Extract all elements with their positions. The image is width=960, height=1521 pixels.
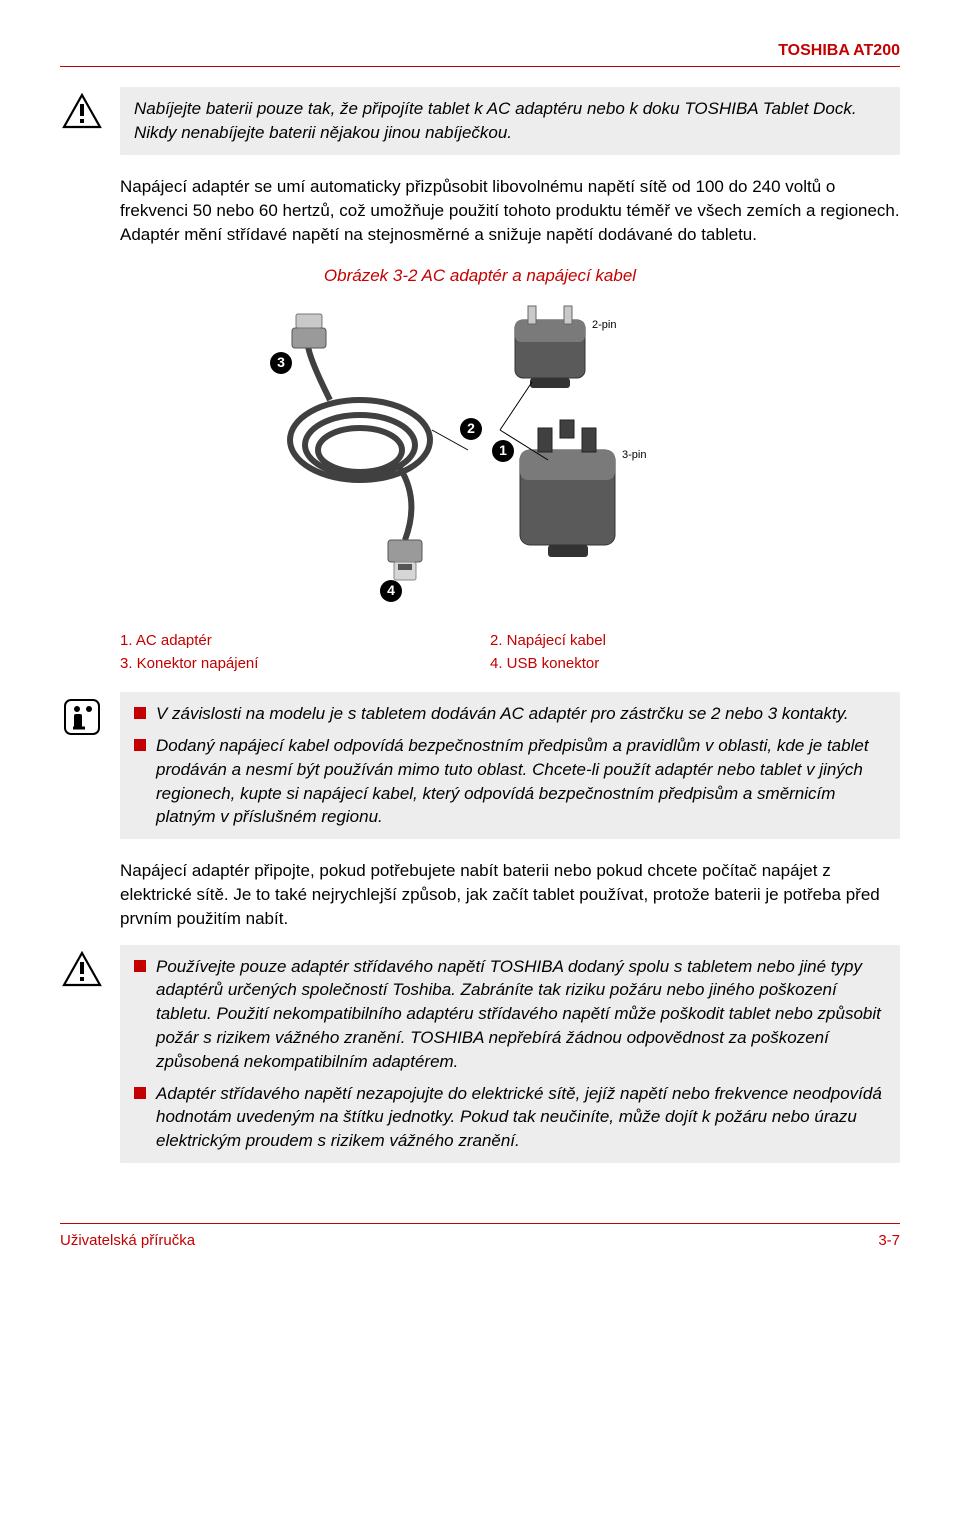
bullet-icon	[134, 960, 146, 972]
bullet-icon	[134, 707, 146, 719]
figure-adapter: 1 2 3 4 2-pin 3-pin	[270, 300, 690, 620]
warning-bullet-list: Používejte pouze adaptér střídavého napě…	[134, 955, 886, 1153]
connect-adapter-para: Napájecí adaptér připojte, pokud potřebu…	[120, 859, 900, 930]
legend-item-2: 2. Napájecí kabel	[490, 630, 840, 651]
figure-badge-1: 1	[492, 440, 514, 462]
warning-bottom-content: Používejte pouze adaptér střídavého napě…	[120, 945, 900, 1163]
info-content: V závislosti na modelu je s tabletem dod…	[120, 692, 900, 839]
list-item: Dodaný napájecí kabel odpovídá bezpečnos…	[134, 734, 886, 829]
list-item: Používejte pouze adaptér střídavého napě…	[134, 955, 886, 1074]
legend-item-4: 4. USB konektor	[490, 653, 840, 674]
list-item: V závislosti na modelu je s tabletem dod…	[134, 702, 886, 726]
info-bullet-list: V závislosti na modelu je s tabletem dod…	[134, 702, 886, 829]
warning-bullet-1: Používejte pouze adaptér střídavého napě…	[156, 955, 886, 1074]
page-header: TOSHIBA AT200	[60, 40, 900, 67]
info-bullet-2: Dodaný napájecí kabel odpovídá bezpečnos…	[156, 734, 886, 829]
warning-block-top: Nabíjejte baterii pouze tak, že připojít…	[60, 87, 900, 155]
figure-caption: Obrázek 3-2 AC adaptér a napájecí kabel	[60, 264, 900, 288]
legend-item-3: 3. Konektor napájení	[120, 653, 470, 674]
bullet-icon	[134, 1087, 146, 1099]
info-bullet-1: V závislosti na modelu je s tabletem dod…	[156, 702, 886, 726]
label-3pin: 3-pin	[622, 448, 646, 463]
info-icon	[60, 692, 104, 736]
label-2pin: 2-pin	[592, 318, 616, 333]
legend-item-1: 1. AC adaptér	[120, 630, 470, 651]
figure-badge-2: 2	[460, 418, 482, 440]
list-item: Adaptér střídavého napětí nezapojujte do…	[134, 1082, 886, 1153]
footer-left: Uživatelská příručka	[60, 1230, 195, 1251]
warning-bullet-2: Adaptér střídavého napětí nezapojujte do…	[156, 1082, 886, 1153]
adapter-description: Napájecí adaptér se umí automaticky přiz…	[120, 175, 900, 246]
figure-badge-3: 3	[270, 352, 292, 374]
warning-block-bottom: Používejte pouze adaptér střídavého napě…	[60, 945, 900, 1163]
page: TOSHIBA AT200 Nabíjejte baterii pouze ta…	[0, 0, 960, 1480]
figure-legend: 1. AC adaptér 2. Napájecí kabel 3. Konek…	[120, 630, 840, 674]
info-block: V závislosti na modelu je s tabletem dod…	[60, 692, 900, 839]
figure-badge-4: 4	[380, 580, 402, 602]
warning-icon	[60, 945, 104, 987]
product-name: TOSHIBA AT200	[778, 42, 900, 59]
warning-top-text: Nabíjejte baterii pouze tak, že připojít…	[134, 97, 886, 145]
warning-icon	[60, 87, 104, 129]
page-footer: Uživatelská příručka 3-7	[60, 1223, 900, 1251]
bullet-icon	[134, 739, 146, 751]
footer-right: 3-7	[878, 1230, 900, 1251]
warning-top-content: Nabíjejte baterii pouze tak, že připojít…	[120, 87, 900, 155]
